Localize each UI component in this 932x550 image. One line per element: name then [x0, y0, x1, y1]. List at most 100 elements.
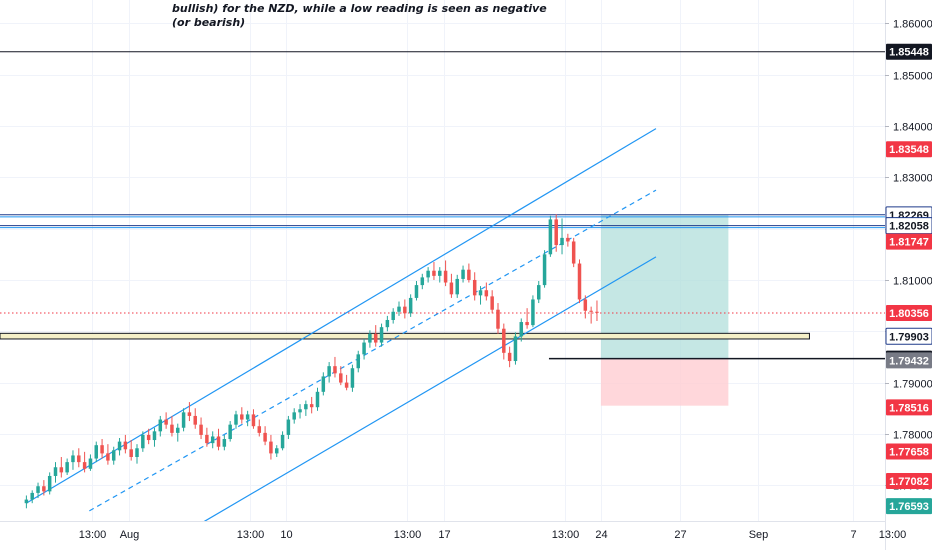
candle-down: [403, 306, 407, 314]
price-tick-label: 1.83000: [893, 173, 932, 185]
candle-down: [82, 462, 87, 469]
candle-down: [123, 441, 128, 450]
candle-up: [379, 327, 384, 343]
candle-down: [240, 414, 244, 420]
time-tick-label: Aug: [120, 529, 140, 541]
candle-up: [292, 412, 296, 420]
candle-up: [245, 414, 250, 420]
price-badge-label: 1.78516: [889, 402, 929, 414]
candle-up: [94, 445, 99, 459]
time-scale-background[interactable]: [0, 521, 885, 550]
position-zones: [600, 214, 729, 406]
support-zone: [0, 332, 810, 340]
candle-down: [164, 419, 168, 425]
price-badge-label: 1.77658: [889, 446, 929, 458]
candle-down: [193, 415, 197, 425]
candle-up: [513, 336, 518, 362]
candle-down: [467, 269, 471, 280]
candle-up: [461, 269, 465, 279]
price-badge-label: 1.77082: [889, 476, 929, 488]
stop-zone: [600, 358, 729, 406]
candle-up: [88, 458, 93, 469]
candle-up: [397, 306, 401, 312]
candle-down: [100, 445, 104, 454]
candle-down: [251, 414, 256, 427]
candle-up: [519, 322, 524, 337]
horizontal-levels: [0, 51, 885, 360]
candle-down: [187, 412, 192, 416]
candle-down: [257, 426, 262, 433]
candle-down: [554, 219, 558, 246]
candle-down: [525, 322, 529, 326]
candle-up: [158, 419, 163, 432]
price-badge-label: 1.79432: [889, 355, 929, 367]
candle-down: [373, 333, 378, 343]
candle-up: [531, 299, 535, 326]
candles: [24, 214, 599, 509]
price-badge-label: 1.85448: [889, 47, 929, 59]
price-badge: [886, 141, 932, 158]
candle-up: [210, 436, 215, 444]
candle-down: [339, 373, 343, 383]
candle-down: [583, 299, 588, 311]
candle-up: [304, 404, 308, 410]
candle-down: [507, 352, 512, 362]
candle-up: [47, 475, 52, 492]
candle-down: [443, 270, 448, 283]
annotation-note: bullish) for the NZD, while a low readin…: [172, 2, 547, 29]
price-tick-label: 1.86000: [893, 19, 932, 31]
candle-up: [420, 277, 425, 286]
annotation-line-2: (or bearish): [172, 16, 245, 29]
candle-up: [542, 254, 547, 286]
price-badges: 1.854481.835481.822691.820581.817471.803…: [885, 43, 932, 515]
candle-up: [280, 434, 285, 449]
annotation-line-1: bullish) for the NZD, while a low readin…: [172, 2, 547, 15]
candle-down: [199, 424, 203, 435]
candle-up: [327, 366, 331, 377]
candle-up: [368, 333, 372, 343]
candle-up: [315, 391, 320, 408]
candle-up: [350, 368, 355, 388]
price-tick-label: 1.79000: [893, 379, 932, 391]
price-badge-label: 1.76593: [889, 501, 929, 513]
candle-up: [228, 424, 232, 440]
time-tick-label: 13:00: [879, 529, 907, 541]
price-tick-label: 1.81000: [893, 276, 932, 288]
time-scale-ticks: 13:00 Aug 13:00 10 13:00 17 13:00 24 27 Sep 7 13:00: [79, 529, 907, 541]
candle-up: [408, 297, 413, 314]
candle-down: [577, 263, 582, 300]
candle-down: [263, 432, 267, 442]
candle-up: [274, 448, 279, 454]
candle-up: [356, 354, 361, 369]
time-tick-label: Sep: [749, 529, 769, 541]
candle-down: [571, 241, 576, 264]
candle-up: [176, 427, 180, 433]
time-tick-label: 24: [595, 529, 607, 541]
candle-up: [536, 285, 541, 300]
price-tick-label: 1.84000: [893, 122, 932, 134]
price-badge: [886, 443, 932, 460]
price-tick-label: 1.85000: [893, 71, 932, 83]
time-tick-label: 10: [280, 529, 292, 541]
channel-lower-line: [191, 256, 657, 530]
candle-down: [432, 270, 436, 276]
candle-up: [111, 450, 116, 461]
candle-up: [298, 409, 302, 413]
candle-up: [286, 419, 291, 435]
candle-down: [77, 455, 81, 463]
candle-up: [36, 486, 40, 493]
candle-down: [566, 237, 570, 242]
time-tick-label: 13:00: [552, 529, 580, 541]
price-badge: [886, 233, 932, 250]
price-badge: [886, 473, 932, 490]
price-badge: [886, 43, 932, 60]
candle-up: [222, 439, 227, 447]
candle-up: [135, 448, 139, 457]
price-badge-label: 1.80356: [889, 308, 929, 320]
time-tick-label: 7: [850, 529, 856, 541]
candle-down: [216, 436, 221, 447]
price-badge: [886, 399, 932, 416]
candle-down: [449, 282, 454, 295]
